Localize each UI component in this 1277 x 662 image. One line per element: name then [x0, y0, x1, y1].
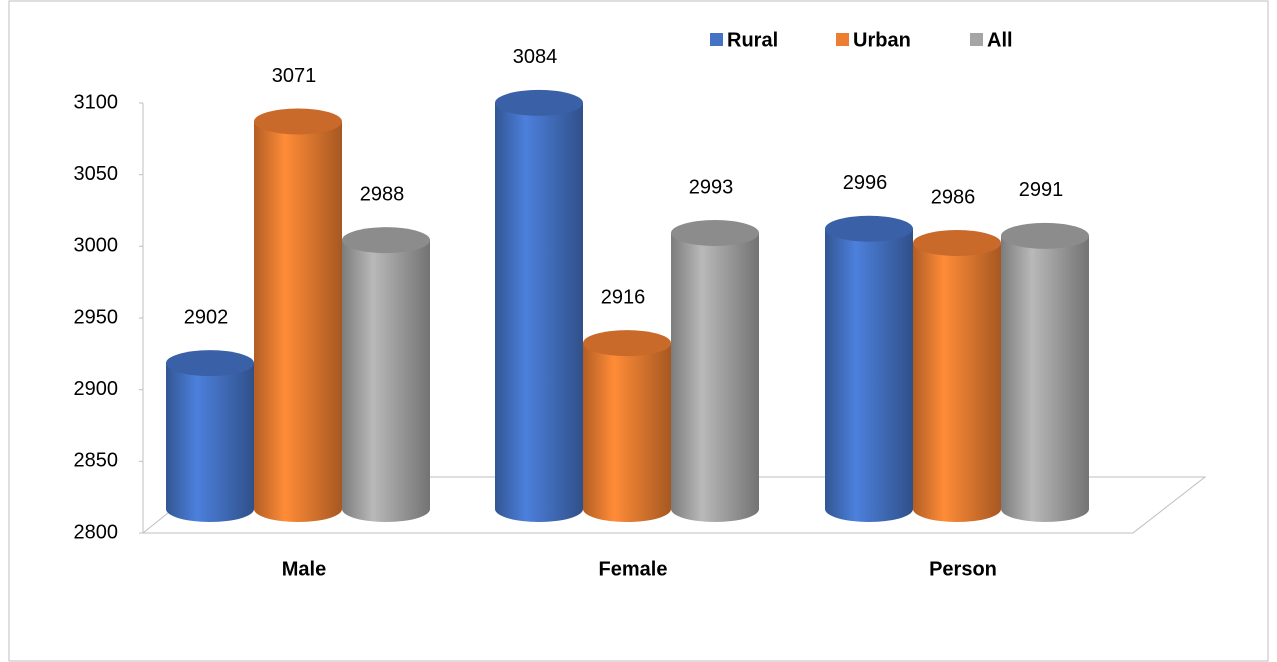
x-tick-label: Person: [929, 558, 997, 580]
value-label: 2993: [689, 176, 734, 198]
cylinder-top: [342, 227, 430, 254]
cylinder-body: [342, 240, 430, 522]
value-label: 2916: [601, 286, 646, 308]
legend-swatch: [710, 33, 723, 46]
legend-swatch: [970, 33, 983, 46]
cylinder-body: [254, 121, 342, 522]
legend-label: All: [987, 29, 1013, 51]
cylinder-top: [583, 330, 671, 357]
cylinder-body: [166, 363, 254, 522]
legend-label: Rural: [727, 29, 778, 51]
y-tick-label: 3000: [74, 235, 119, 257]
cylinder-top: [1001, 222, 1089, 249]
y-tick-label: 3050: [74, 163, 119, 185]
legend-label: Urban: [853, 29, 911, 51]
legend-swatch: [836, 33, 849, 46]
y-tick-label: 3100: [74, 91, 119, 113]
cylinder-top: [495, 89, 583, 116]
x-tick-label: Female: [599, 558, 668, 580]
cylinder-body: [1001, 235, 1089, 522]
cylinder-top: [825, 215, 913, 242]
value-label: 2902: [184, 306, 229, 328]
cylinder-top: [671, 220, 759, 247]
cylinder-body: [825, 228, 913, 522]
cylinder-top: [254, 108, 342, 135]
cylinder-body: [495, 102, 583, 522]
y-tick-label: 2800: [74, 521, 119, 543]
cylinder-top: [913, 230, 1001, 257]
x-tick-label: Male: [282, 558, 326, 580]
y-tick-label: 2900: [74, 378, 119, 400]
value-label: 3071: [272, 65, 317, 87]
value-label: 2996: [843, 172, 888, 194]
y-tick-label: 2950: [74, 306, 119, 328]
cylinder-body: [913, 243, 1001, 522]
value-label: 2991: [1019, 179, 1064, 201]
cylinder-body: [671, 233, 759, 522]
y-tick-label: 2850: [74, 450, 119, 472]
cylinder-top: [166, 350, 254, 377]
value-label: 2986: [931, 186, 976, 208]
value-label: 3084: [513, 46, 558, 68]
cylinder-body: [583, 343, 671, 522]
value-label: 2988: [360, 183, 405, 205]
